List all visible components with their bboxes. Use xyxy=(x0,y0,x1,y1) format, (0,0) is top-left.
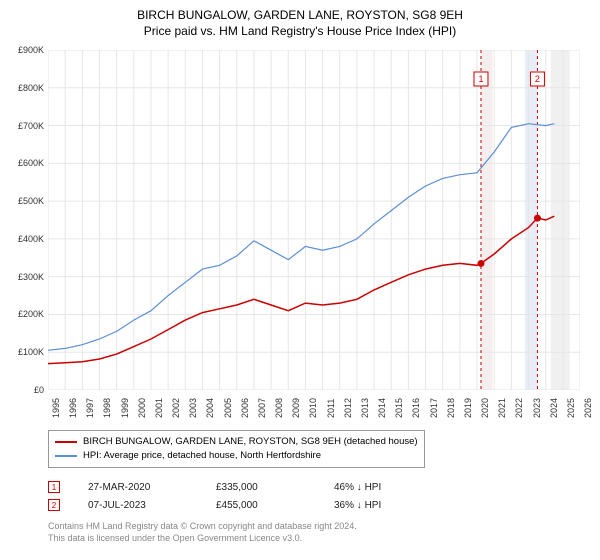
x-tick-label: 2005 xyxy=(223,398,233,418)
x-tick-label: 2018 xyxy=(446,398,456,418)
legend-swatch xyxy=(55,441,77,443)
legend-item: BIRCH BUNGALOW, GARDEN LANE, ROYSTON, SG… xyxy=(55,435,418,449)
line-chart: 12 xyxy=(48,50,580,390)
y-tick-label: £300K xyxy=(0,272,44,282)
x-tick-label: 1996 xyxy=(68,398,78,418)
x-tick-label: 2016 xyxy=(411,398,421,418)
x-tick-label: 2009 xyxy=(291,398,301,418)
x-tick-label: 2014 xyxy=(377,398,387,418)
x-tick-label: 1999 xyxy=(120,398,130,418)
x-tick-label: 2026 xyxy=(583,398,593,418)
y-tick-label: £200K xyxy=(0,309,44,319)
x-tick-label: 2012 xyxy=(343,398,353,418)
x-tick-label: 2004 xyxy=(205,398,215,418)
x-tick-label: 2017 xyxy=(429,398,439,418)
svg-text:2: 2 xyxy=(535,74,540,84)
x-tick-label: 1995 xyxy=(51,398,61,418)
x-tick-label: 2008 xyxy=(274,398,284,418)
transaction-price: £335,000 xyxy=(216,482,306,493)
transaction-delta: 36% ↓ HPI xyxy=(334,500,381,511)
legend-swatch xyxy=(55,455,77,457)
y-tick-label: £0 xyxy=(0,385,44,395)
x-tick-label: 1997 xyxy=(85,398,95,418)
x-tick-label: 2006 xyxy=(240,398,250,418)
transaction-date: 27-MAR-2020 xyxy=(88,482,188,493)
x-tick-label: 2013 xyxy=(360,398,370,418)
transaction-date: 07-JUL-2023 xyxy=(88,500,188,511)
x-tick-label: 2001 xyxy=(154,398,164,418)
y-tick-label: £400K xyxy=(0,234,44,244)
x-tick-label: 2015 xyxy=(394,398,404,418)
x-tick-label: 2021 xyxy=(497,398,507,418)
footer-attribution: Contains HM Land Registry data © Crown c… xyxy=(48,520,357,544)
x-tick-label: 2007 xyxy=(257,398,267,418)
x-tick-label: 2010 xyxy=(308,398,318,418)
y-tick-label: £100K xyxy=(0,347,44,357)
x-tick-label: 2002 xyxy=(171,398,181,418)
transaction-delta: 46% ↓ HPI xyxy=(334,482,381,493)
y-tick-label: £900K xyxy=(0,45,44,55)
x-tick-label: 2003 xyxy=(188,398,198,418)
x-tick-label: 2011 xyxy=(326,399,336,418)
x-tick-label: 1998 xyxy=(102,398,112,418)
page-title: BIRCH BUNGALOW, GARDEN LANE, ROYSTON, SG… xyxy=(0,8,600,22)
y-tick-label: £600K xyxy=(0,158,44,168)
x-axis: 1995 1996 1997 1998 1999 2000 2001 2002 2003 2004… xyxy=(48,390,580,430)
legend-item: HPI: Average price, detached house, Nort… xyxy=(55,449,418,463)
chart-svg: 12 xyxy=(48,50,580,390)
page-subtitle: Price paid vs. HM Land Registry's House … xyxy=(0,24,600,38)
legend-label: BIRCH BUNGALOW, GARDEN LANE, ROYSTON, SG… xyxy=(83,435,418,449)
transaction-price: £455,000 xyxy=(216,500,306,511)
transaction-index-box: 2 xyxy=(48,499,60,511)
transactions-list: 1 27-MAR-2020 £335,000 46% ↓ HPI 2 07-JUL-202… xyxy=(48,478,381,514)
y-tick-label: £700K xyxy=(0,121,44,131)
transaction-row: 2 07-JUL-2023 £455,000 36% ↓ HPI xyxy=(48,496,381,514)
transaction-index-box: 1 xyxy=(48,481,60,493)
footer-line-1: Contains HM Land Registry data © Crown c… xyxy=(48,520,357,532)
svg-text:1: 1 xyxy=(478,74,483,84)
transaction-row: 1 27-MAR-2020 £335,000 46% ↓ HPI xyxy=(48,478,381,496)
x-tick-label: 2020 xyxy=(480,398,490,418)
x-tick-label: 2019 xyxy=(463,398,473,418)
x-tick-label: 2025 xyxy=(566,398,576,418)
footer-line-2: This data is licensed under the Open Gov… xyxy=(48,532,357,544)
y-tick-label: £500K xyxy=(0,196,44,206)
legend-label: HPI: Average price, detached house, Nort… xyxy=(83,449,321,463)
legend: BIRCH BUNGALOW, GARDEN LANE, ROYSTON, SG… xyxy=(48,430,425,468)
x-tick-label: 2024 xyxy=(549,398,559,418)
x-tick-label: 2000 xyxy=(137,398,147,418)
x-tick-label: 2023 xyxy=(532,398,542,418)
y-tick-label: £800K xyxy=(0,83,44,93)
x-tick-label: 2022 xyxy=(514,398,524,418)
